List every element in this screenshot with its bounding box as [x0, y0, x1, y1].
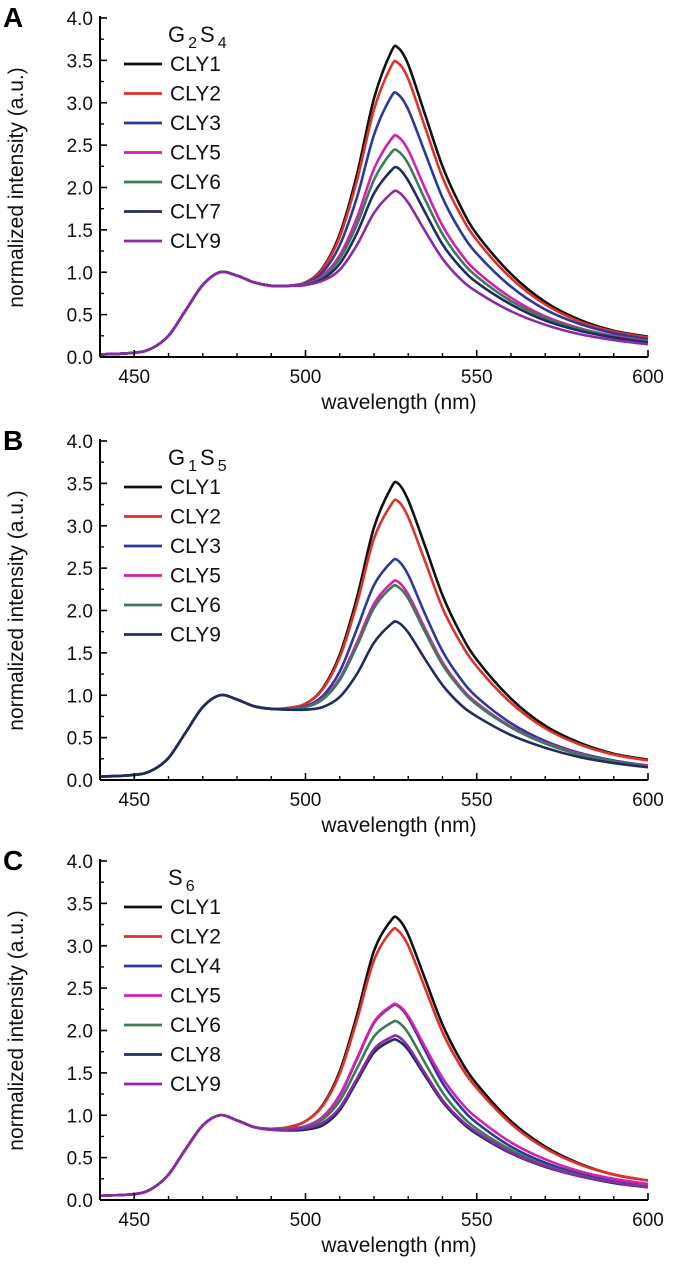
legend-title-subscript: 6 [186, 878, 195, 895]
y-tick-label: 0.5 [67, 306, 93, 327]
legend-label: CLY5 [170, 565, 221, 588]
y-tick-label: 0.5 [67, 729, 93, 750]
y-tick-label: 4.0 [67, 432, 93, 453]
legend-label: CLY8 [170, 1044, 221, 1067]
y-tick-label: 2.5 [67, 136, 93, 157]
series-line-cly7 [99, 165, 649, 356]
x-axis-title: wavelength (nm) [320, 391, 476, 414]
panel-label: B [3, 425, 23, 456]
y-tick-label: 3.0 [67, 937, 93, 958]
legend-title-part: S [200, 22, 215, 47]
legend-title-part: S [200, 445, 215, 470]
x-tick-label: 550 [461, 1210, 493, 1231]
y-tick-label: 0.0 [67, 348, 93, 369]
y-tick-label: 4.0 [67, 9, 93, 30]
y-tick-label: 4.0 [67, 852, 93, 873]
x-tick-label: 450 [118, 367, 150, 388]
legend-label: CLY2 [170, 83, 221, 106]
y-tick-label: 0.5 [67, 1149, 93, 1170]
legend-label: CLY9 [170, 624, 221, 647]
legend-title-part: S [168, 865, 183, 890]
legend-label: CLY6 [170, 1014, 221, 1037]
y-tick-label: 2.0 [67, 179, 93, 200]
y-tick-label: 1.5 [67, 644, 93, 665]
x-tick-label: 500 [290, 790, 322, 811]
legend-label: CLY9 [170, 1073, 221, 1096]
x-axis-title: wavelength (nm) [320, 814, 476, 837]
legend-label: CLY1 [170, 896, 221, 919]
legend-label: CLY1 [170, 476, 221, 499]
legend-label: CLY6 [170, 171, 221, 194]
x-tick-label: 500 [290, 1210, 322, 1231]
legend-title-subscript: 5 [218, 458, 227, 475]
x-axis-title: wavelength (nm) [320, 1234, 476, 1257]
y-tick-label: 3.0 [67, 94, 93, 115]
y-tick-label: 2.0 [67, 1022, 93, 1043]
y-tick-label: 1.5 [67, 1064, 93, 1085]
legend-label: CLY1 [170, 53, 221, 76]
y-tick-label: 1.0 [67, 1106, 93, 1127]
y-tick-label: 2.5 [67, 559, 93, 580]
legend-label: CLY5 [170, 142, 221, 165]
x-tick-label: 550 [461, 367, 493, 388]
panel-c-chart: 0.0 0.5 1.0 1.5 2.0 2.5 3.0 3.5 4.0 450 500 550 600 w… [3, 845, 664, 1257]
legend-label: CLY3 [170, 112, 221, 135]
x-tick-label: 500 [290, 367, 322, 388]
legend-title-subscript: 4 [218, 35, 227, 52]
series-lines [99, 915, 649, 1198]
panel-label: A [3, 2, 23, 33]
y-axis-title: normalized intensity (a.u.) [5, 910, 28, 1150]
y-axis-title: normalized intensity (a.u.) [5, 490, 28, 730]
series-line-cly9 [99, 620, 649, 778]
y-tick-label: 3.5 [67, 894, 93, 915]
legend-title-part: G [168, 22, 185, 47]
y-tick-label: 3.0 [67, 517, 93, 538]
y-tick-label: 2.5 [67, 979, 93, 1000]
series-line-cly9 [99, 1034, 649, 1198]
y-tick-label: 3.5 [67, 474, 93, 495]
legend-label: CLY3 [170, 535, 221, 558]
y-tick-label: 1.0 [67, 263, 93, 284]
x-tick-label: 600 [632, 367, 664, 388]
x-tick-label: 450 [118, 1210, 150, 1231]
legend-label: CLY5 [170, 985, 221, 1008]
series-line-cly3 [99, 557, 649, 778]
legend-label: CLY9 [170, 230, 221, 253]
legend-title-subscript: 1 [188, 458, 197, 475]
y-tick-label: 2.0 [67, 602, 93, 623]
y-tick-label: 0.0 [67, 1191, 93, 1212]
y-tick-label: 1.0 [67, 686, 93, 707]
legend: CLY1 CLY2 CLY3 CLY5 CLY6 CLY7 CLY9 [124, 53, 221, 253]
legend-label: CLY4 [170, 955, 221, 978]
x-tick-label: 600 [632, 790, 664, 811]
panel-label: C [3, 845, 23, 876]
legend-label: CLY7 [170, 201, 221, 224]
series-line-cly9 [99, 189, 649, 356]
x-tick-label: 600 [632, 1210, 664, 1231]
y-tick-label: 0.0 [67, 771, 93, 792]
panel-a-chart: 0.0 0.5 1.0 1.5 2.0 2.5 3.0 3.5 4.0 450 500 550 600 w… [3, 2, 664, 414]
legend-label: CLY6 [170, 594, 221, 617]
series-lines [99, 480, 649, 778]
legend-label: CLY2 [170, 926, 221, 949]
legend: CLY1 CLY2 CLY4 CLY5 CLY6 CLY8 CLY9 [124, 896, 221, 1096]
x-tick-label: 550 [461, 790, 493, 811]
legend-label: CLY2 [170, 506, 221, 529]
y-tick-label: 3.5 [67, 51, 93, 72]
x-tick-label: 450 [118, 790, 150, 811]
series-lines [99, 44, 649, 356]
y-tick-label: 1.5 [67, 221, 93, 242]
y-axis-title: normalized intensity (a.u.) [5, 67, 28, 307]
legend-title-subscript: 2 [188, 35, 197, 52]
legend-title-part: G [168, 445, 185, 470]
panel-b-chart: 0.0 0.5 1.0 1.5 2.0 2.5 3.0 3.5 4.0 450 500 550 600 w… [3, 425, 664, 837]
legend: CLY1 CLY2 CLY3 CLY5 CLY6 CLY9 [124, 476, 221, 647]
